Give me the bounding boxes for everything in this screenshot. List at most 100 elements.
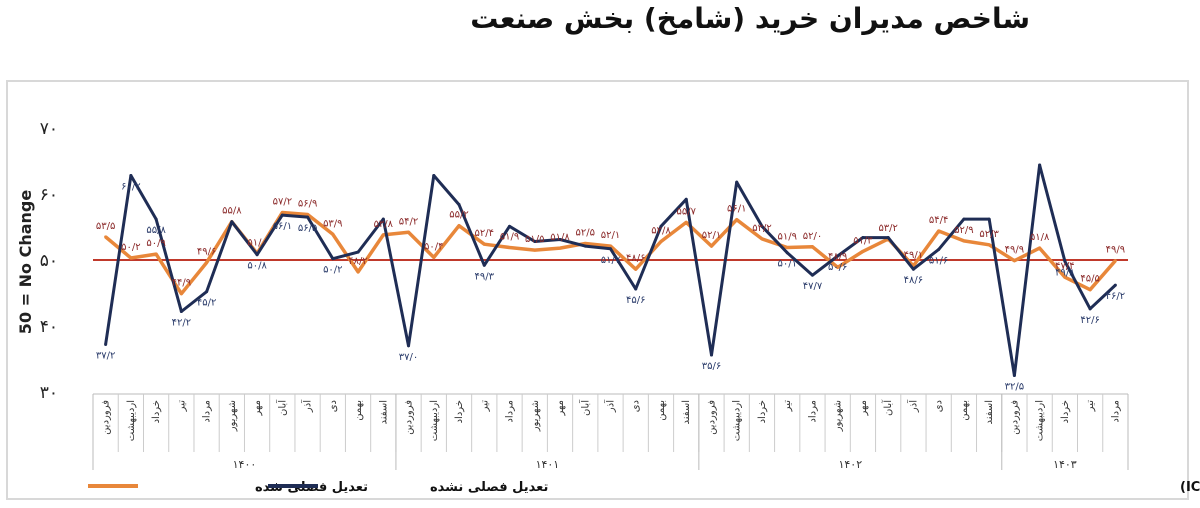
data-point [129, 174, 133, 178]
month-label: مرداد [202, 400, 213, 423]
data-point [533, 248, 537, 252]
data-point [659, 240, 663, 244]
year-label: ۱۴۰۳ [1053, 458, 1077, 471]
month-label: مرداد [505, 400, 516, 423]
data-label: ۴۵/۶ [626, 295, 645, 306]
month-label: فروردین [706, 400, 717, 435]
data-label: ۴۸/۹ [828, 251, 847, 262]
month-label: شهریور [530, 400, 541, 432]
month-label: فروردین [1009, 400, 1020, 435]
month-label: آبان [578, 399, 591, 416]
data-point [280, 213, 284, 217]
year-label: ۱۴۰۲ [838, 458, 862, 471]
legend: تعدیل فصلی شده تعدیل فصلی نشده [88, 480, 548, 495]
data-point [1012, 259, 1016, 263]
data-point [533, 240, 537, 244]
data-label: ۳۲/۵ [1005, 382, 1024, 393]
data-label: ۵۵/۸ [222, 206, 242, 217]
month-label: خرداد [1060, 400, 1071, 423]
data-label: ۴۷/۷ [803, 281, 823, 292]
data-point [432, 174, 436, 178]
data-label: ۵۶/۹ [298, 198, 317, 209]
year-label: ۱۴۰۱ [536, 458, 560, 471]
data-label: ۵۱/۵ [525, 234, 544, 245]
month-label: شهریور [833, 400, 844, 432]
month-label: شهریور [227, 400, 238, 432]
data-point [684, 220, 688, 224]
data-label: ۵۱/۶ [929, 255, 948, 266]
month-label: تیر [479, 400, 490, 413]
month-label: اردیبهشت [429, 400, 440, 441]
data-label: ۵۱/۸ [1030, 232, 1050, 243]
data-label: ۵۱/۳ [853, 235, 873, 246]
data-point [356, 250, 360, 254]
data-label: ۵۰/۸ [247, 261, 267, 272]
month-label: مهر [858, 400, 869, 416]
data-point [1088, 307, 1092, 311]
month-label: مهر [252, 400, 263, 416]
data-point [457, 203, 461, 207]
data-label: ۶۰/۲ [121, 182, 140, 193]
source-note: منبع: اتاق بازرگانی، صنایع، معادن و کشاو… [1180, 479, 1200, 495]
data-point [962, 217, 966, 221]
data-label: ۵۵/۷ [676, 206, 696, 217]
data-point [709, 353, 713, 357]
data-point [583, 242, 587, 245]
data-point [154, 252, 158, 256]
y-tick-label: ۵۰ [40, 251, 58, 271]
chart-title: شاخص مدیران خرید (شامخ) بخش صنعت [470, 2, 1030, 35]
data-point [810, 245, 814, 249]
data-label: ۵۱/۹ [500, 231, 519, 242]
data-label: ۵۳/۲ [752, 223, 771, 234]
data-point [331, 232, 335, 236]
data-point [407, 344, 411, 348]
legend-navy-label: تعدیل فصلی نشده [430, 480, 548, 495]
data-label: ۴۹/۹ [1106, 245, 1125, 256]
month-label: مرداد [807, 400, 818, 423]
data-point [634, 287, 638, 291]
data-point [861, 249, 865, 253]
data-point [1113, 283, 1117, 287]
data-label: ۵۲/۳ [979, 229, 999, 240]
label-layer: ۵۳/۵ ۵۰/۲ ۵۰/۹ ۴۴/۹ ۴۹/۶ ۵۵/۸ ۵۱/۰ ۵۷/۲ ۵۶/۹ ۵۳/۹… [96, 182, 1125, 393]
data-label: ۵۱/۹ [777, 231, 796, 242]
month-label: اسفند [984, 400, 995, 424]
month-label: خرداد [151, 400, 162, 423]
data-point [962, 239, 966, 243]
data-point [609, 247, 612, 251]
month-label: بهمن [656, 400, 667, 421]
data-point [785, 245, 789, 249]
data-point [1063, 259, 1067, 263]
data-point [1012, 374, 1016, 377]
data-label: ۴۵/۲ [197, 298, 216, 309]
month-label: فروردین [101, 400, 112, 435]
data-point [987, 243, 991, 247]
data-point [508, 245, 512, 249]
month-label: خرداد [757, 400, 768, 423]
data-label: ۵۵/۸ [146, 225, 166, 236]
month-label: آذر [301, 399, 314, 413]
data-label: ۵۶/۱ [727, 204, 746, 215]
data-point [381, 233, 385, 237]
data-label: ۴۹/۱ [904, 250, 923, 261]
data-label: ۵۶/۵ [298, 223, 317, 234]
data-point [280, 210, 284, 214]
data-point [356, 270, 360, 274]
data-label: ۴۹/۳ [475, 271, 495, 282]
data-point [583, 244, 587, 248]
data-label: ۵۲/۱ [601, 230, 620, 241]
data-label: ۵۰/۶ [828, 262, 847, 273]
data-point [886, 236, 890, 240]
data-label: ۵۵/۲ [449, 210, 468, 221]
data-point [810, 273, 814, 277]
data-label: ۵۶/۱ [273, 221, 292, 232]
data-label: ۴۲/۲ [172, 317, 191, 328]
data-label: ۳۷/۲ [96, 350, 115, 361]
data-label: ۵۰/۹ [146, 238, 165, 249]
line-layer [104, 163, 1117, 377]
data-label: ۵۱/۸ [550, 232, 570, 243]
y-tick-label: ۶۰ [40, 185, 58, 205]
data-label: ۳۵/۶ [702, 361, 721, 372]
data-point [609, 244, 612, 248]
data-label: ۵۳/۵ [96, 221, 115, 232]
